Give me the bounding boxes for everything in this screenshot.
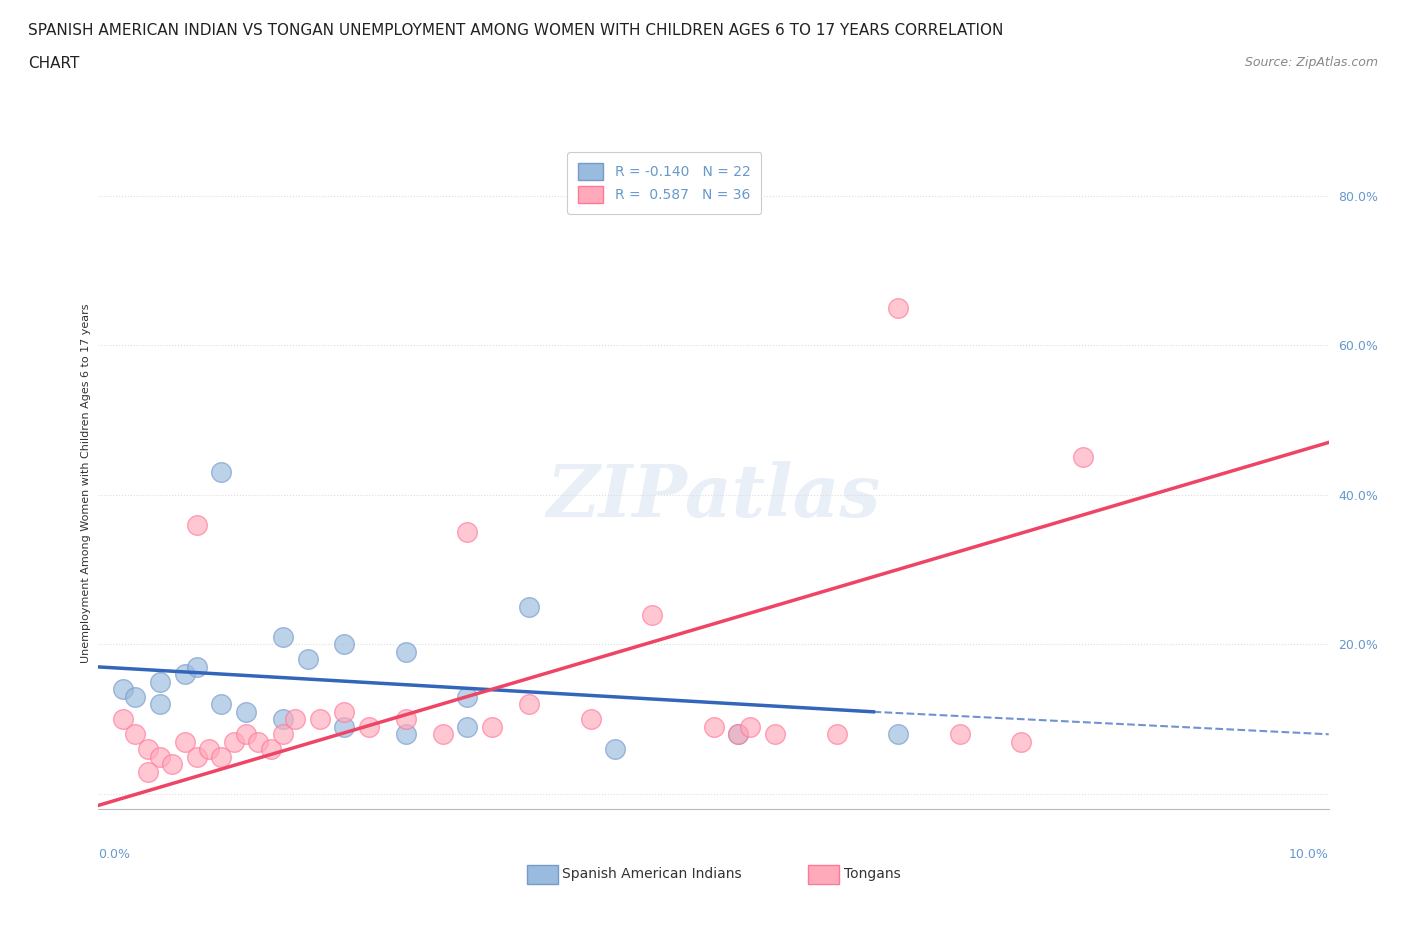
Point [605,742,627,757]
Point [112,711,135,726]
Point [740,719,762,734]
Point [359,719,381,734]
Point [259,742,281,757]
Point [211,750,233,764]
Point [333,637,356,652]
Point [727,727,749,742]
Point [395,727,418,742]
Point [579,711,602,726]
Point [186,659,208,674]
Point [457,689,479,704]
Text: 10.0%: 10.0% [1289,848,1329,861]
Point [887,300,910,315]
Point [703,719,725,734]
Point [333,719,356,734]
Point [211,465,233,480]
Point [271,711,294,726]
Point [727,727,749,742]
Point [235,704,257,719]
Text: CHART: CHART [28,56,80,71]
Point [457,719,479,734]
Point [136,764,159,779]
Text: ZIPatlas: ZIPatlas [547,461,880,532]
Text: 0.0%: 0.0% [98,848,131,861]
Point [517,697,540,711]
Point [395,711,418,726]
Point [1071,450,1094,465]
Point [271,630,294,644]
Point [395,644,418,659]
Point [149,697,172,711]
Point [309,711,332,726]
Point [481,719,503,734]
Point [641,607,664,622]
Point [162,757,183,772]
Point [517,600,540,615]
Point [887,727,910,742]
Point [149,750,172,764]
Point [186,517,208,532]
Point [124,727,146,742]
Point [949,727,972,742]
Point [235,727,257,742]
Point [333,704,356,719]
Text: Tongans: Tongans [844,867,900,882]
Point [432,727,454,742]
Point [222,735,245,750]
Point [297,652,319,667]
Text: SPANISH AMERICAN INDIAN VS TONGAN UNEMPLOYMENT AMONG WOMEN WITH CHILDREN AGES 6 : SPANISH AMERICAN INDIAN VS TONGAN UNEMPL… [28,23,1004,38]
Point [173,667,195,682]
Point [124,689,146,704]
Point [149,674,172,689]
Point [825,727,848,742]
Y-axis label: Unemployment Among Women with Children Ages 6 to 17 years: Unemployment Among Women with Children A… [82,304,91,663]
Point [173,735,195,750]
Point [198,742,221,757]
Point [186,750,208,764]
Point [457,525,479,539]
Legend: R = -0.140   N = 22, R =  0.587   N = 36: R = -0.140 N = 22, R = 0.587 N = 36 [567,152,762,214]
Point [763,727,786,742]
Point [211,697,233,711]
Point [284,711,307,726]
Point [112,682,135,697]
Point [136,742,159,757]
Point [1010,735,1032,750]
Text: Source: ZipAtlas.com: Source: ZipAtlas.com [1244,56,1378,69]
Point [271,727,294,742]
Point [247,735,270,750]
Text: Spanish American Indians: Spanish American Indians [562,867,742,882]
